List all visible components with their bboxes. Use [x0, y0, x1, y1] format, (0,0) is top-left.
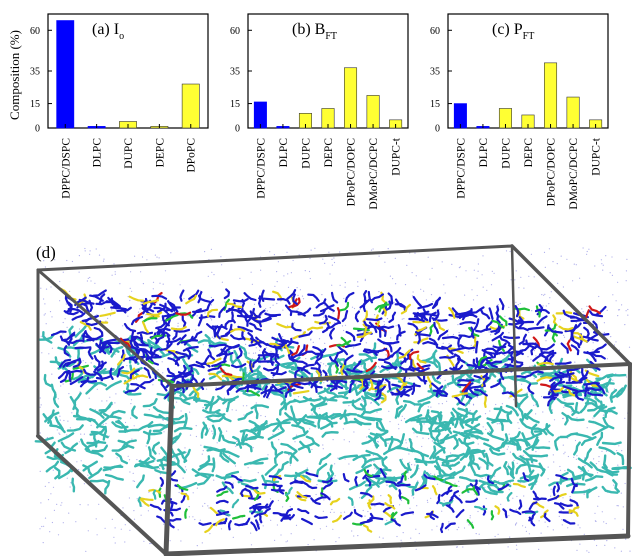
- x-tick-label: DEPC: [323, 138, 335, 168]
- x-tick-label: DLPC: [278, 138, 290, 168]
- y-tick-label: 35: [430, 67, 440, 78]
- y-tick-label: 60: [430, 26, 440, 37]
- x-tick-label: DPoPC/DOPC: [346, 138, 358, 207]
- panel-title: (a) Io: [92, 21, 124, 42]
- x-tick-label: DMoPC/DCPC: [568, 138, 580, 210]
- x-tick-label: DPPC/DSPC: [455, 138, 467, 199]
- simulation-snapshot: (d): [34, 243, 632, 556]
- x-tick-label: DEPC: [154, 138, 166, 168]
- bar: [181, 83, 200, 129]
- simulation-box: [36, 244, 632, 556]
- x-tick-label: DUPC: [300, 138, 312, 169]
- x-tick-label: DPoPC: [186, 138, 198, 173]
- y-tick-label: 0: [435, 124, 440, 135]
- y-tick-label: 15: [30, 99, 40, 110]
- y-axis-label: Composition (%): [7, 30, 22, 120]
- lipid-bilayer: [34, 287, 632, 534]
- bar-charts-area: Composition (%) 0 15 35 60 DPPC/DSPC DLPC DUPC…: [7, 13, 609, 210]
- y-tick-label: 35: [30, 67, 40, 78]
- bar: [366, 95, 380, 129]
- x-tick-label: DEPC: [523, 138, 535, 168]
- x-tick-label: DUPC: [123, 138, 135, 169]
- x-tick-label: DMoPC/DCPC: [368, 138, 380, 210]
- panel-d-label: (d): [36, 243, 56, 262]
- bar: [56, 20, 75, 129]
- y-tick-label: 15: [430, 99, 440, 110]
- x-tick-label: DLPC: [478, 138, 490, 168]
- x-tick-label: DUPC-t: [591, 137, 603, 176]
- x-tick-label: DPPC/DSPC: [255, 138, 267, 199]
- bar: [566, 96, 580, 129]
- x-tick-label: DLPC: [92, 138, 104, 168]
- y-tick-label: 60: [230, 26, 240, 37]
- bar: [544, 62, 558, 129]
- chart-panel-c: 0 15 35 60 DPPC/DSPC DLPC DUPC DEPC DPoPC/DOPC DM…: [430, 13, 609, 210]
- chart-panel-b: 0 15 35 60 DPPC/DSPC DLPC DUPC DEPC DPoPC/DOPC DM…: [230, 13, 409, 210]
- panel-title: (b) BFT: [292, 21, 337, 42]
- chart-panel-a: 0 15 35 60 DPPC/DSPC DLPC DUPC DEPC DPoPC (a) Io: [30, 13, 209, 199]
- panel-title: (c) PFT: [492, 21, 534, 42]
- bar: [344, 67, 358, 129]
- x-tick-label: DUPC-t: [391, 137, 403, 176]
- x-tick-label: DUPC: [500, 138, 512, 169]
- y-tick-label: 60: [30, 26, 40, 37]
- x-tick-label: DPoPC/DOPC: [546, 138, 558, 207]
- x-tick-label: DPPC/DSPC: [60, 138, 72, 199]
- y-tick-label: 35: [230, 67, 240, 78]
- y-tick-label: 15: [230, 99, 240, 110]
- y-tick-label: 0: [35, 124, 40, 135]
- y-tick-label: 0: [235, 124, 240, 135]
